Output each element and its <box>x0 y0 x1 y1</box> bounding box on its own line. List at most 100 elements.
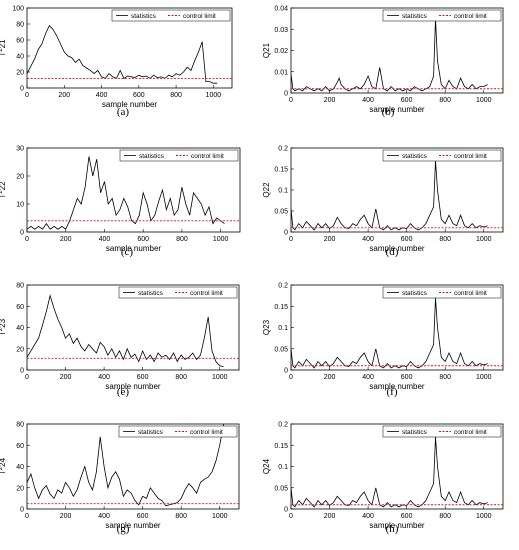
statistics-series-line <box>291 160 488 231</box>
x-axis-label: sample number <box>369 382 424 391</box>
x-tick-label: 600 <box>401 97 413 104</box>
x-tick-label: 200 <box>324 513 336 520</box>
chart-panel-c: 0 200 400 600 800 1000 0 10 20 30 sample number T22… <box>0 146 241 253</box>
x-tick-label: 600 <box>401 374 413 381</box>
legend: statistics control limit <box>382 149 502 162</box>
y-tick-label: 0.15 <box>274 304 288 311</box>
legend-control-limit-label: control limit <box>190 290 223 297</box>
x-tick-label: 0 <box>25 374 29 381</box>
x-tick-label: 600 <box>401 513 413 520</box>
x-tick-label: 1000 <box>206 92 222 99</box>
x-tick-label: 600 <box>401 236 413 243</box>
x-tick-label: 400 <box>98 513 110 520</box>
x-tick-label: 0 <box>25 236 29 243</box>
y-tick-label: 0.15 <box>274 443 288 450</box>
y-tick-label: 100 <box>12 6 24 13</box>
y-axis-label: Q22 <box>262 182 271 198</box>
panel-caption-b: (b) <box>381 106 395 118</box>
x-tick-label: 400 <box>96 92 108 99</box>
x-tick-label: 400 <box>99 236 111 243</box>
x-tick-label: 800 <box>439 374 451 381</box>
legend-box <box>382 9 502 22</box>
legend-statistics-label: statistics <box>402 290 428 297</box>
x-tick-label: 1000 <box>212 513 228 520</box>
x-tick-label: 1000 <box>476 97 492 104</box>
y-axis-label: T221 <box>0 39 7 57</box>
y-tick-label: 20 <box>16 346 24 353</box>
x-tick-label: 600 <box>137 513 149 520</box>
y-tick-label: 0 <box>284 507 288 514</box>
y-axis-label: T223 <box>0 318 7 336</box>
y-tick-label: 40 <box>16 464 24 471</box>
statistics-series-line <box>291 297 488 369</box>
legend: statistics control limit <box>119 149 239 162</box>
legend-control-limit-label: control limit <box>454 13 487 20</box>
x-tick-label: 1000 <box>476 236 492 243</box>
y-tick-label: 0.03 <box>274 27 288 34</box>
y-tick-label: 80 <box>16 283 24 290</box>
legend-statistics-label: statistics <box>139 153 165 160</box>
panel-caption-h: (h) <box>385 523 399 535</box>
y-tick-label: 0.1 <box>278 188 288 195</box>
y-tick-label: 0.15 <box>274 167 288 174</box>
y-tick-label: 0.04 <box>274 6 288 13</box>
chart-panel-h: 0 200 400 600 800 1000 0 0.05 0.1 0.15 0.2 sample n… <box>262 422 504 530</box>
y-tick-label: 0.2 <box>278 146 288 153</box>
y-tick-label: 0 <box>20 86 24 93</box>
legend: statistics control limit <box>382 286 502 299</box>
x-tick-label: 400 <box>362 513 374 520</box>
x-tick-label: 800 <box>439 236 451 243</box>
legend-control-limit-label: control limit <box>190 429 223 436</box>
statistics-series-line <box>291 18 488 92</box>
y-tick-label: 30 <box>16 146 24 153</box>
chart-panel-b: 0 200 400 600 800 1000 0 0.01 0.02 0.03 0.04 sample… <box>262 6 504 114</box>
legend-control-limit-label: control limit <box>454 290 487 297</box>
legend-statistics-label: statistics <box>131 13 157 20</box>
y-tick-label: 0 <box>20 368 24 375</box>
legend-control-limit-label: control limit <box>183 13 216 20</box>
y-axis-label: T222 <box>0 181 7 199</box>
panel-caption-e: (e) <box>116 386 130 398</box>
y-tick-label: 0 <box>284 91 288 98</box>
x-axis-label: sample number <box>102 100 157 109</box>
statistics-series-line <box>27 294 224 368</box>
panel-caption-g: (g) <box>116 523 130 535</box>
y-tick-label: 0.1 <box>278 464 288 471</box>
x-tick-label: 400 <box>362 374 374 381</box>
axes-frame <box>26 7 233 89</box>
chart-panel-a: 0 200 400 600 800 1000 0 20 40 60 80 100 sample numb… <box>0 6 233 109</box>
x-tick-label: 800 <box>439 97 451 104</box>
panel-caption-d: (d) <box>385 246 399 258</box>
y-tick-label: 0.02 <box>274 48 288 55</box>
x-tick-label: 600 <box>137 374 149 381</box>
y-tick-label: 0 <box>20 507 24 514</box>
legend-box <box>382 286 502 299</box>
y-axis-label: Q21 <box>262 42 271 58</box>
legend-statistics-label: statistics <box>402 429 428 436</box>
x-tick-label: 400 <box>98 374 110 381</box>
y-tick-label: 60 <box>16 38 24 45</box>
statistics-series-line <box>291 436 488 508</box>
x-tick-label: 1000 <box>213 236 229 243</box>
legend-control-limit-label: control limit <box>454 429 487 436</box>
x-tick-label: 600 <box>137 236 149 243</box>
x-axis-label: sample number <box>369 105 424 114</box>
statistics-series-line <box>27 24 218 84</box>
y-tick-label: 0 <box>284 230 288 237</box>
x-tick-label: 200 <box>324 236 336 243</box>
x-tick-label: 0 <box>289 513 293 520</box>
legend: statistics control limit <box>111 9 231 22</box>
y-tick-label: 0 <box>20 230 24 237</box>
statistics-series-line <box>27 424 224 507</box>
axes-frame <box>26 147 241 233</box>
y-tick-label: 60 <box>16 443 24 450</box>
x-tick-label: 0 <box>289 374 293 381</box>
y-tick-label: 20 <box>16 174 24 181</box>
legend-box <box>119 149 239 162</box>
chart-panel-g: 0 200 400 600 800 1000 0 20 40 60 80 sample number T… <box>0 422 240 530</box>
legend: statistics control limit <box>382 9 502 22</box>
x-axis-label: sample number <box>106 244 161 253</box>
y-tick-label: 60 <box>16 304 24 311</box>
y-tick-label: 0.05 <box>274 485 288 492</box>
